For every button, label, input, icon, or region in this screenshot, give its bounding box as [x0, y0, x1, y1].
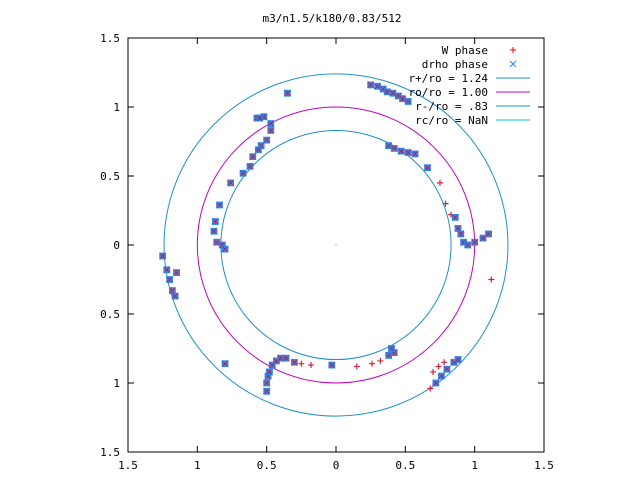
- y-tick-label: 1: [113, 101, 120, 114]
- drho-phase-marker: [412, 151, 418, 157]
- drho-phase-marker: [164, 267, 170, 273]
- drho-phase-marker: [424, 164, 431, 171]
- circle-1: [163, 73, 509, 417]
- drho-phase-marker: [268, 127, 274, 134]
- y-tick-label: 0: [113, 239, 120, 252]
- drho-phase-marker: [480, 235, 486, 241]
- drho-phase-marker: [173, 269, 180, 276]
- legend-label: ro/ro = 1.00: [409, 86, 488, 99]
- w-phase-point: [308, 362, 315, 369]
- drho-phase-marker: [444, 366, 450, 372]
- w-phase-point: [353, 363, 360, 370]
- legend-label: r+/ro = 1.24: [409, 72, 489, 85]
- drho-phase-marker: [250, 153, 256, 160]
- drho-phase-marker: [455, 225, 461, 232]
- drho-phase-marker: [277, 355, 284, 361]
- x-tick-label: 0.5: [395, 459, 415, 472]
- drho-phase-marker: [263, 137, 270, 143]
- legend-marker-cross: [509, 60, 517, 68]
- drho-phase-marker: [390, 90, 396, 96]
- drho-phase-marker: [384, 89, 391, 95]
- y-tick-label: 1.5: [100, 446, 120, 459]
- legend-marker-plus: [510, 47, 516, 53]
- drho-phase-marker: [433, 380, 439, 386]
- x-tick-label: 1: [471, 459, 478, 472]
- drho-phase-marker: [388, 345, 395, 352]
- drho-phase-marker: [291, 359, 298, 366]
- data-points: [159, 81, 495, 395]
- x-tick-label: 1.5: [118, 459, 138, 472]
- drho-phase-marker: [374, 83, 381, 90]
- y-tick-label: 1.5: [100, 32, 120, 45]
- legend-label: rc/ro = NaN: [415, 114, 488, 127]
- drho-phase-marker: [213, 239, 220, 246]
- drho-phase-marker: [405, 98, 411, 105]
- x-tick-label: 1.5: [534, 459, 554, 472]
- drho-phase-marker: [256, 115, 263, 121]
- y-tick-label: 1: [113, 377, 120, 390]
- drho-phase-marker: [166, 276, 173, 283]
- drho-phase-marker: [263, 380, 270, 386]
- w-phase-point: [435, 363, 442, 370]
- drho-phase-marker: [471, 239, 478, 246]
- drho-phase-marker: [455, 356, 461, 363]
- y-tick-label: 0.5: [100, 308, 120, 321]
- w-phase-point: [488, 276, 495, 283]
- legend-label: W phase: [442, 44, 488, 57]
- drho-phase-marker: [222, 360, 228, 367]
- drho-phase-marker: [172, 293, 178, 299]
- w-phase-point: [298, 360, 305, 367]
- drho-phase-marker: [284, 90, 291, 96]
- drho-phase-marker: [329, 362, 335, 368]
- drho-phase-marker: [391, 145, 398, 152]
- drho-phase-marker: [247, 163, 253, 170]
- center-point: [335, 244, 337, 246]
- chart-title: m3/n1.5/k180/0.83/512: [262, 12, 401, 25]
- drho-phase-marker: [464, 242, 471, 248]
- drho-phase-marker: [212, 218, 219, 225]
- w-phase-point: [430, 368, 437, 375]
- drho-phase-marker: [399, 95, 406, 102]
- w-phase-point: [441, 359, 448, 366]
- drho-phase-marker: [211, 228, 217, 234]
- w-phase-point: [377, 357, 384, 364]
- drho-phase-marker: [283, 355, 289, 361]
- drho-phase-marker: [216, 202, 223, 208]
- x-tick-label: 1: [194, 459, 201, 472]
- w-phase-point: [427, 385, 434, 392]
- w-phase-point: [442, 200, 449, 207]
- drho-phase-marker: [452, 214, 459, 221]
- legend-label: r-/ro = .83: [415, 100, 488, 113]
- x-tick-label: 0.5: [257, 459, 277, 472]
- drho-phase-marker: [169, 287, 176, 294]
- x-tick-label: 0: [333, 459, 340, 472]
- drho-phase-marker: [266, 369, 273, 375]
- drho-phase-marker: [263, 388, 270, 395]
- drho-phase-marker: [222, 246, 228, 252]
- drho-phase-marker: [385, 142, 392, 149]
- drho-phase-marker: [438, 373, 445, 379]
- drho-phase-marker: [385, 352, 392, 359]
- drho-phase-marker: [367, 82, 374, 88]
- w-phase-point: [437, 179, 443, 186]
- drho-phase-marker: [240, 170, 246, 177]
- drho-phase-marker: [268, 120, 274, 127]
- w-phase-point: [369, 360, 376, 367]
- drho-phase-marker: [485, 231, 492, 237]
- drho-phase-marker: [227, 180, 234, 186]
- drho-phase-marker: [159, 253, 166, 259]
- drho-phase-marker: [398, 148, 404, 154]
- axis-ticks: 1.5 1 0.5 0 0.5 1 1.51.510.500.511.5: [100, 32, 554, 472]
- drho-phase-marker: [405, 149, 411, 156]
- drho-phase-marker: [255, 146, 262, 153]
- drho-phase-marker: [458, 231, 464, 237]
- legend-label: drho phase: [422, 58, 488, 71]
- y-tick-label: 0.5: [100, 170, 120, 183]
